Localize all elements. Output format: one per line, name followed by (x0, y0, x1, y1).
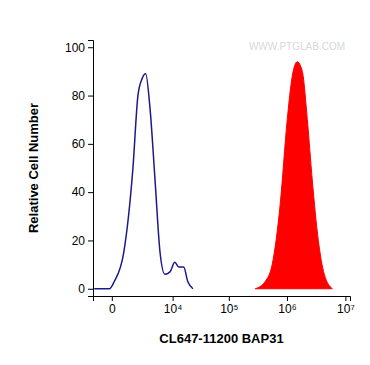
x-tick-mark (173, 296, 174, 301)
y-tick-label: 0 (78, 282, 85, 296)
x-tick-label: 10⁵ (220, 302, 238, 316)
y-tick: 60 (72, 137, 93, 151)
y-axis-title: Relative Cell Number (26, 103, 41, 233)
x-axis: 0 10⁴ 10⁵ 10⁶ 10⁷ (94, 296, 355, 316)
x-tick: 10⁶ (278, 296, 296, 316)
y-tick-label: 80 (72, 89, 86, 103)
x-tick: 10⁷ (337, 296, 355, 316)
y-tick-mark (88, 47, 93, 48)
y-axis: 0 20 40 60 80 100 (65, 41, 94, 297)
y-tick-mark (88, 144, 93, 145)
x-tick-label: 10⁶ (278, 302, 296, 316)
x-tick: 0 (109, 296, 116, 316)
y-tick-label: 100 (65, 41, 85, 55)
x-tick-mark (112, 296, 113, 301)
y-tick: 80 (72, 89, 93, 103)
y-axis-line (88, 41, 94, 297)
x-axis-line (94, 297, 351, 302)
area (255, 62, 332, 289)
watermark: WWW.PTGLAB.COM (249, 41, 345, 52)
y-tick-mark (88, 96, 93, 97)
x-tick-mark (287, 296, 288, 301)
x-tick-label: 10⁴ (164, 302, 183, 316)
chart: WWW.PTGLAB.COM 0 10⁴ 10⁵ 10⁶ 10⁷ 0 20 40 60 80 100 C… (0, 0, 370, 365)
line (94, 74, 193, 289)
x-tick-mark (345, 296, 346, 301)
y-tick-label: 20 (72, 234, 86, 248)
x-tick-mark (229, 296, 230, 301)
x-tick-label: 10⁷ (337, 302, 355, 316)
plot-area (94, 62, 332, 289)
y-tick: 100 (65, 41, 93, 55)
y-tick-mark (88, 240, 93, 241)
y-tick: 20 (72, 234, 93, 248)
y-tick-mark (88, 289, 93, 290)
x-tick: 10⁴ (164, 296, 183, 316)
x-tick-label: 0 (109, 302, 116, 316)
y-tick: 0 (78, 282, 93, 296)
x-tick: 10⁵ (220, 296, 238, 316)
y-tick-label: 40 (72, 185, 86, 199)
y-tick: 40 (72, 185, 93, 199)
y-tick-label: 60 (72, 137, 86, 151)
y-tick-mark (88, 192, 93, 193)
x-axis-title: CL647-11200 BAP31 (159, 331, 283, 346)
